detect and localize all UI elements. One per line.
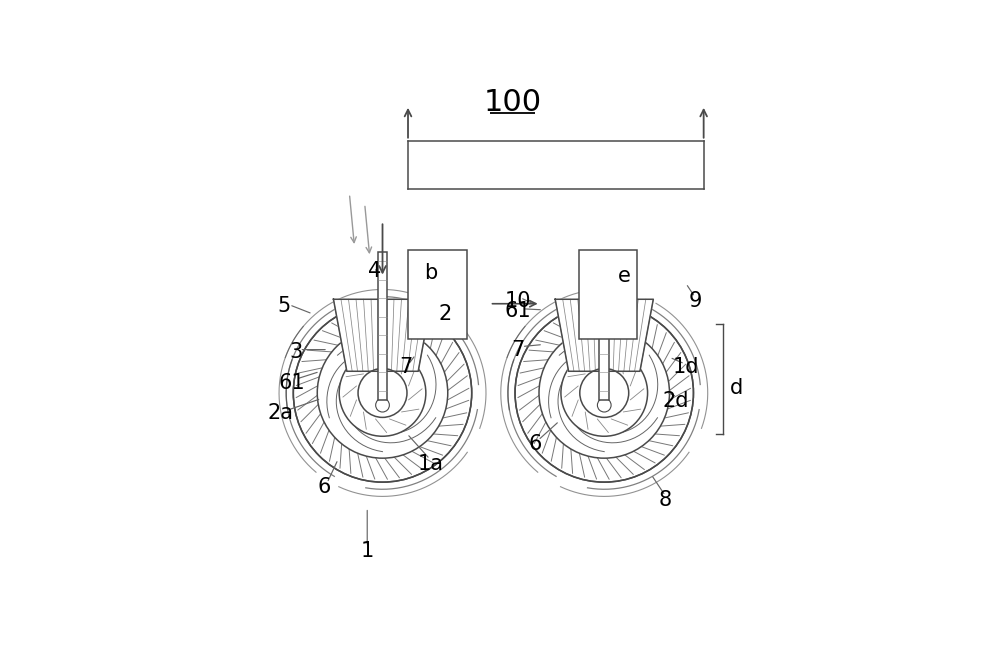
Bar bbox=[378, 252, 387, 401]
Text: b: b bbox=[424, 263, 438, 283]
Text: 2a: 2a bbox=[268, 403, 294, 423]
Polygon shape bbox=[386, 299, 432, 371]
Text: 7: 7 bbox=[399, 357, 412, 377]
Bar bbox=[579, 250, 637, 340]
Bar bbox=[599, 252, 609, 401]
Circle shape bbox=[339, 350, 426, 436]
Text: 100: 100 bbox=[483, 88, 542, 117]
Text: 2d: 2d bbox=[662, 391, 689, 410]
Text: 9: 9 bbox=[688, 291, 702, 311]
Text: 1: 1 bbox=[361, 541, 374, 561]
Bar bbox=[408, 250, 467, 340]
Polygon shape bbox=[555, 299, 601, 371]
Circle shape bbox=[376, 399, 389, 412]
Circle shape bbox=[597, 399, 611, 412]
Circle shape bbox=[539, 328, 669, 458]
Polygon shape bbox=[608, 299, 653, 371]
Text: 5: 5 bbox=[278, 297, 291, 316]
Text: e: e bbox=[618, 265, 631, 286]
Circle shape bbox=[293, 304, 472, 482]
Text: 61: 61 bbox=[504, 301, 531, 321]
Circle shape bbox=[561, 350, 648, 436]
Circle shape bbox=[317, 328, 448, 458]
Circle shape bbox=[358, 369, 407, 418]
Text: 1a: 1a bbox=[418, 454, 444, 474]
Text: 1d: 1d bbox=[673, 357, 699, 377]
Text: 6: 6 bbox=[529, 434, 542, 454]
Circle shape bbox=[515, 304, 693, 482]
Text: 8: 8 bbox=[659, 490, 672, 510]
Text: 10: 10 bbox=[504, 291, 531, 311]
Text: 4: 4 bbox=[368, 261, 381, 281]
Polygon shape bbox=[333, 299, 379, 371]
Text: 7: 7 bbox=[511, 340, 524, 359]
Text: 2: 2 bbox=[439, 304, 452, 324]
Text: 6: 6 bbox=[317, 477, 331, 497]
Text: d: d bbox=[730, 378, 743, 398]
Circle shape bbox=[580, 369, 629, 418]
Text: 3: 3 bbox=[289, 342, 302, 362]
Text: 61: 61 bbox=[279, 373, 306, 393]
